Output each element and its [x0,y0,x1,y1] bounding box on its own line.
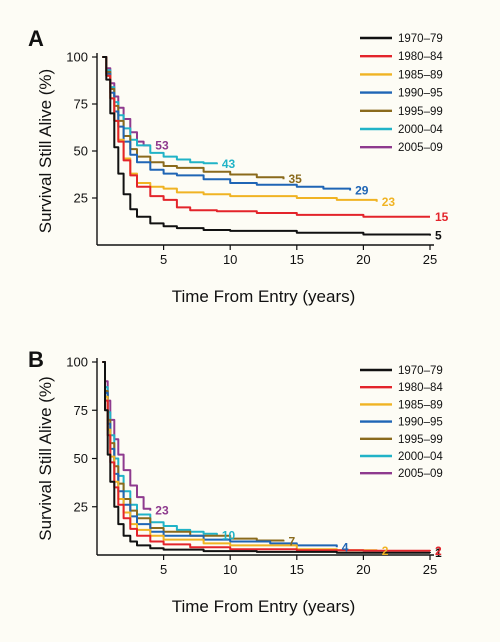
x-tick-label: 10 [223,562,237,577]
legend-label: 1985–89 [398,399,443,411]
legend-label: 2000–04 [398,124,443,136]
legend-label: 1985–89 [398,69,443,81]
y-tick-label: 25 [74,191,88,206]
x-axis-title: Time From Entry (years) [172,287,356,306]
series-end-label: 7 [288,534,295,548]
x-tick-label: 10 [223,252,237,267]
legend-label: 2005–09 [398,142,443,154]
legend-label: 1970–79 [398,33,443,45]
series-end-label: 4 [342,540,349,554]
series-end-label: 15 [435,210,449,224]
series-end-label: 29 [355,183,369,197]
series-end-label: 35 [288,172,302,186]
x-tick-label: 15 [290,562,304,577]
x-tick-label: 25 [423,252,437,267]
series-line-2000–04 [102,56,218,165]
legend-label: 1980–84 [398,382,443,394]
legend-label: 2005–09 [398,468,443,480]
y-tick-label: 50 [74,144,88,159]
series-end-label: 1 [435,546,442,560]
series-line-1970–79 [102,56,431,236]
legend-label: 1995–99 [398,106,443,118]
y-axis-title: Survival Still Alive (%) [36,376,55,540]
y-axis-title: Survival Still Alive (%) [36,69,55,233]
series-line-1980–84 [102,56,430,218]
panel-letter-B: B [28,347,44,372]
series-line-1985–89 [102,56,378,202]
x-tick-label: 5 [160,252,167,267]
series-end-label: 43 [222,157,236,171]
x-tick-label: 15 [290,252,304,267]
series-end-label: 10 [222,529,236,543]
legend-label: 1990–95 [398,417,443,429]
y-tick-label: 25 [74,499,88,514]
legend-label: 1990–95 [398,88,443,100]
legend-label: 1970–79 [398,365,443,377]
x-tick-label: 5 [160,562,167,577]
series-end-label: 23 [382,195,396,209]
x-axis-title: Time From Entry (years) [172,597,356,616]
series-end-label: 53 [155,138,169,152]
series-line-2005–09 [102,56,151,147]
y-tick-label: 50 [74,451,88,466]
y-tick-label: 75 [74,97,88,112]
x-tick-label: 20 [356,562,370,577]
series-line-1970–79 [102,361,431,554]
panel-letter-A: A [28,26,44,51]
legend-label: 1995–99 [398,434,443,446]
y-tick-label: 75 [74,403,88,418]
series-end-label: 2 [382,544,389,558]
legend-label: 1980–84 [398,51,443,63]
series-end-label: 2 [435,544,442,558]
y-tick-label: 100 [66,355,88,370]
x-tick-label: 25 [423,562,437,577]
y-tick-label: 100 [66,50,88,65]
series-end-label: 23 [155,504,169,518]
series-line-1990–95 [102,361,338,548]
legend-label: 2000–04 [398,451,443,463]
series-line-1980–84 [102,361,431,552]
series-line-1985–89 [102,361,378,552]
x-tick-label: 20 [356,252,370,267]
series-end-label: 5 [435,229,442,243]
